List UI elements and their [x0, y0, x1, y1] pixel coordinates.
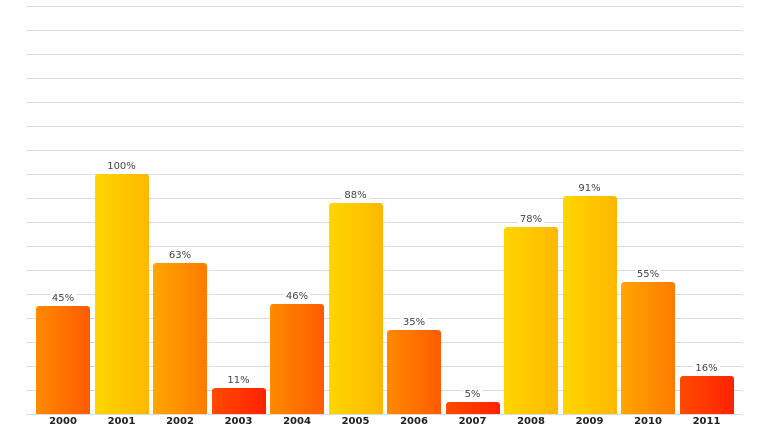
value-label: 55%: [634, 269, 662, 280]
value-label: 63%: [166, 249, 194, 261]
bar-2001: [94, 174, 149, 414]
bar-2010: [621, 282, 675, 414]
bar-2008: [504, 226, 558, 414]
gridline: [26, 390, 743, 391]
bar-2006: [387, 330, 441, 414]
gridline: [26, 6, 743, 7]
gridline: [26, 366, 743, 367]
gridline: [26, 342, 743, 343]
x-tick-label: 2010: [634, 416, 662, 427]
value-label: 35%: [400, 317, 428, 328]
gridline: [26, 174, 743, 175]
gridline: [26, 30, 743, 31]
gridline: [26, 222, 743, 223]
bar-2009: [562, 195, 617, 414]
x-tick-label: 2003: [224, 416, 253, 427]
gridline: [26, 78, 743, 79]
bar-2005: [328, 202, 383, 414]
value-label: 5%: [462, 389, 483, 400]
gridline: [26, 414, 743, 415]
x-tick-label: 2004: [283, 416, 311, 427]
gridline: [26, 318, 743, 319]
value-label: 11%: [225, 374, 252, 386]
x-tick-label: 2001: [107, 416, 136, 427]
value-label: 46%: [283, 290, 311, 302]
x-tick-label: 2008: [517, 416, 545, 427]
x-tick-label: 2009: [575, 416, 604, 427]
x-tick-label: 2011: [692, 416, 721, 427]
gridline: [26, 126, 743, 127]
gridline: [26, 270, 743, 271]
bar-2002: [153, 262, 207, 414]
bar-2007: [445, 402, 500, 414]
x-tick-label: 2007: [458, 416, 487, 427]
value-label: 91%: [576, 182, 603, 194]
bar-2004: [270, 303, 324, 414]
x-tick-label: 2006: [400, 416, 428, 427]
x-tick-label: 2005: [341, 416, 370, 427]
value-label: 16%: [693, 362, 720, 374]
value-label: 78%: [517, 213, 545, 225]
x-tick-label: 2000: [49, 416, 77, 427]
gridline: [26, 246, 743, 247]
value-label: 100%: [105, 161, 138, 172]
gridline: [26, 294, 743, 295]
gridline: [26, 150, 743, 151]
value-label: 45%: [49, 293, 77, 304]
value-label: 88%: [342, 189, 369, 201]
x-tick-label: 2002: [166, 416, 194, 427]
gridline: [26, 198, 743, 199]
gridline: [26, 54, 743, 55]
bar-2000: [36, 306, 90, 414]
bar-2011: [679, 375, 734, 414]
bar-2003: [211, 387, 266, 414]
gridline: [26, 102, 743, 103]
